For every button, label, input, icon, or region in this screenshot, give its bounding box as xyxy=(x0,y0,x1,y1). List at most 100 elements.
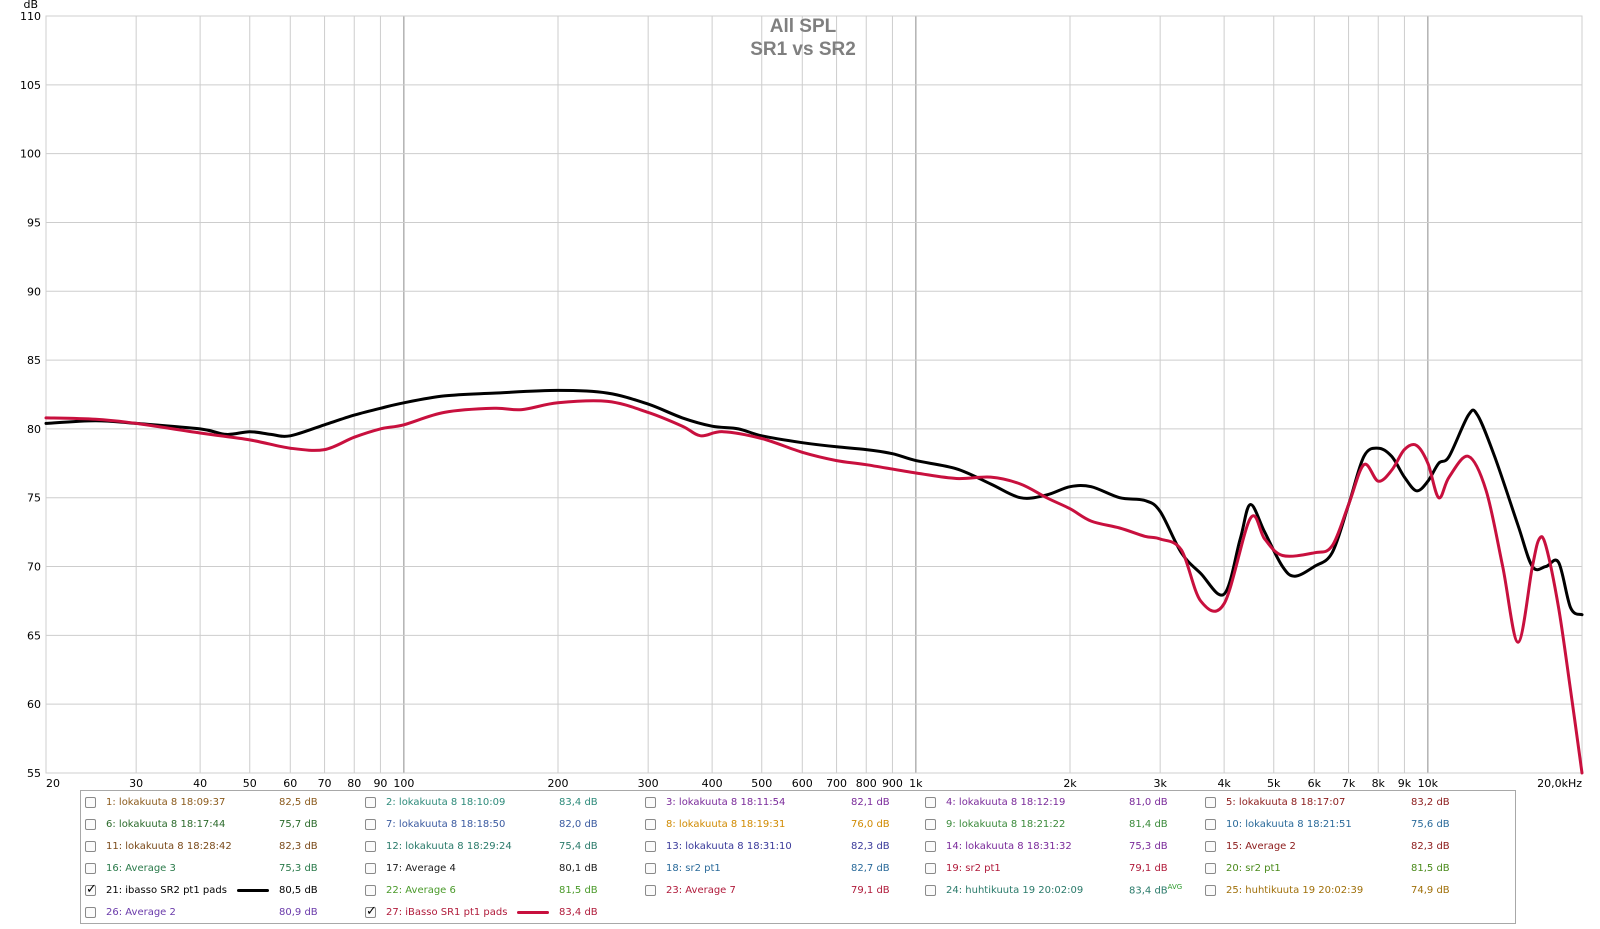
y-tick-label: 60 xyxy=(27,698,41,711)
legend-checkbox[interactable] xyxy=(925,840,936,852)
legend-checkbox[interactable] xyxy=(1205,862,1216,874)
legend-item: 14: lokakuuta 8 18:31:32 75,3 dB xyxy=(925,836,1195,856)
legend-checkbox[interactable] xyxy=(85,818,96,830)
legend-item-label: 1: lokakuuta 8 18:09:37 xyxy=(106,796,226,808)
legend-checkbox[interactable] xyxy=(925,862,936,874)
x-tick-label: 1k xyxy=(909,777,923,790)
legend-value-text: 79,1 dB xyxy=(1129,862,1168,874)
legend-item: 8: lokakuuta 8 18:19:31 76,0 dB xyxy=(645,814,915,834)
legend-item-label: 13: lokakuuta 8 18:31:10 xyxy=(666,840,792,852)
vertical-grid xyxy=(135,16,1429,773)
legend-item: 16: Average 3 75,3 dB xyxy=(85,858,355,878)
legend-value-text: 81,4 dB xyxy=(1129,818,1168,830)
legend-item-value: 75,7 dB xyxy=(279,819,318,830)
legend-item: 27: iBasso SR1 pt1 pads 83,4 dB xyxy=(365,902,635,922)
x-tick-label: 4k xyxy=(1217,777,1231,790)
x-tick-label: 70 xyxy=(318,777,332,790)
legend-item-value: 79,1 dB xyxy=(851,885,890,896)
legend-item: 21: ibasso SR2 pt1 pads 80,5 dB xyxy=(85,880,355,900)
legend-checkbox[interactable] xyxy=(365,796,376,808)
series-line-sr1 xyxy=(44,399,1584,775)
legend-checkbox[interactable] xyxy=(85,882,97,897)
legend-item-value: 75,4 dB xyxy=(559,841,598,852)
legend-item-label: 17: Average 4 xyxy=(386,862,456,874)
legend-checkbox[interactable] xyxy=(1205,884,1216,896)
legend-item: 23: Average 7 79,1 dB xyxy=(645,880,915,900)
legend-item: 6: lokakuuta 8 18:17:44 75,7 dB xyxy=(85,814,355,834)
legend-checkbox[interactable] xyxy=(365,862,376,874)
x-tick-label: 7k xyxy=(1342,777,1356,790)
legend-value-text: 83,4 dB xyxy=(1129,885,1168,897)
x-tick-label: 200 xyxy=(548,777,569,790)
legend-value-text: 83,4 dB xyxy=(559,906,598,918)
x-tick-label: 5k xyxy=(1267,777,1281,790)
legend-item: 12: lokakuuta 8 18:29:24 75,4 dB xyxy=(365,836,635,856)
legend-checkbox[interactable] xyxy=(1205,796,1216,808)
x-tick-label: 600 xyxy=(792,777,813,790)
x-axis-ticks: 20 30 40 50 60 70 80 90 100 200 300 400 500 600 700 800… xyxy=(46,777,1582,790)
legend-checkbox[interactable] xyxy=(645,884,656,896)
legend-checkbox[interactable] xyxy=(365,818,376,830)
legend-checkbox[interactable] xyxy=(365,904,377,919)
legend-item-label: 20: sr2 pt1 xyxy=(1226,862,1281,874)
x-tick-label: 500 xyxy=(751,777,772,790)
plot-frame xyxy=(45,15,1583,774)
x-tick-label: 400 xyxy=(702,777,723,790)
legend-item-label: 15: Average 2 xyxy=(1226,840,1296,852)
x-tick-label: 900 xyxy=(882,777,903,790)
legend-item-label: 25: huhtikuuta 19 20:02:39 xyxy=(1226,884,1364,896)
legend-item-value: 83,4 dB xyxy=(559,907,598,918)
legend-value-text: 80,5 dB xyxy=(279,884,318,896)
legend-item: 17: Average 4 80,1 dB xyxy=(365,858,635,878)
legend-checkbox[interactable] xyxy=(85,906,96,918)
legend-item: 3: lokakuuta 8 18:11:54 82,1 dB xyxy=(645,792,915,812)
legend-item-value: 75,3 dB xyxy=(1129,841,1168,852)
legend-item-label: 3: lokakuuta 8 18:11:54 xyxy=(666,796,786,808)
legend-item: 13: lokakuuta 8 18:31:10 82,3 dB xyxy=(645,836,915,856)
chart-subtitle: SR1 vs SR2 xyxy=(750,39,856,60)
series-layer xyxy=(44,388,1584,775)
legend-item-label: 10: lokakuuta 8 18:21:51 xyxy=(1226,818,1352,830)
legend-item-label: 12: lokakuuta 8 18:29:24 xyxy=(386,840,512,852)
legend-value-text: 82,3 dB xyxy=(851,840,890,852)
legend-item: 1: lokakuuta 8 18:09:37 82,5 dB xyxy=(85,792,355,812)
legend-item: 5: lokakuuta 8 18:17:07 83,2 dB xyxy=(1205,792,1475,812)
legend-value-text: 75,4 dB xyxy=(559,840,598,852)
x-tick-label: 9k xyxy=(1398,777,1412,790)
legend-checkbox[interactable] xyxy=(645,796,656,808)
legend-item-value: 82,1 dB xyxy=(851,797,890,808)
legend-checkbox[interactable] xyxy=(365,840,376,852)
y-tick-label: 65 xyxy=(27,629,41,642)
legend-item-value: 76,0 dB xyxy=(851,819,890,830)
legend-checkbox[interactable] xyxy=(645,818,656,830)
legend-checkbox[interactable] xyxy=(645,840,656,852)
x-tick-label: 20 xyxy=(46,777,60,790)
legend-checkbox[interactable] xyxy=(365,884,376,896)
legend-checkbox[interactable] xyxy=(85,796,96,808)
legend-item-label: 18: sr2 pt1 xyxy=(666,862,721,874)
legend-value-text: 81,5 dB xyxy=(559,884,598,896)
legend-item-label: 5: lokakuuta 8 18:17:07 xyxy=(1226,796,1346,808)
legend-checkbox[interactable] xyxy=(925,884,936,896)
legend-item-value: 74,9 dB xyxy=(1411,885,1450,896)
y-tick-label: 70 xyxy=(27,561,41,574)
legend-item-value: 83,4 dBAVG xyxy=(1129,883,1182,896)
legend-checkbox[interactable] xyxy=(85,840,96,852)
legend-checkbox[interactable] xyxy=(645,862,656,874)
legend-value-text: 80,1 dB xyxy=(559,862,598,874)
x-tick-label: 2k xyxy=(1063,777,1077,790)
legend-item: 15: Average 2 82,3 dB xyxy=(1205,836,1475,856)
legend-value-text: 75,3 dB xyxy=(279,862,318,874)
legend-checkbox[interactable] xyxy=(925,818,936,830)
legend-checkbox[interactable] xyxy=(925,796,936,808)
legend-item-label: 24: huhtikuuta 19 20:02:09 xyxy=(946,884,1084,896)
legend-checkbox[interactable] xyxy=(1205,840,1216,852)
legend-item: 24: huhtikuuta 19 20:02:09 83,4 dBAVG xyxy=(925,880,1195,900)
y-tick-label: 85 xyxy=(27,354,41,367)
legend-item: 18: sr2 pt1 82,7 dB xyxy=(645,858,915,878)
legend-checkbox[interactable] xyxy=(1205,818,1216,830)
legend-checkbox[interactable] xyxy=(85,862,96,874)
x-tick-label: 700 xyxy=(826,777,847,790)
legend-item: 22: Average 6 81,5 dB xyxy=(365,880,635,900)
legend-item-label: 11: lokakuuta 8 18:28:42 xyxy=(106,840,232,852)
